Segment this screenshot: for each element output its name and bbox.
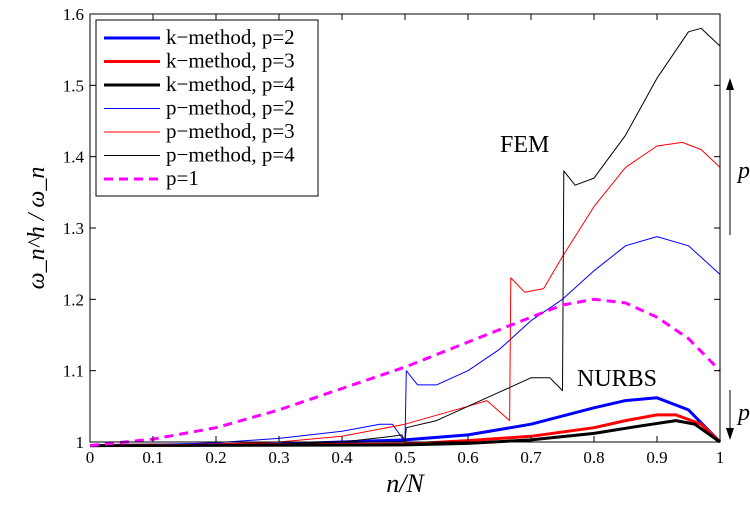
- legend-items: k−method, p=2k−method, p=3k−method, p=4p…: [104, 25, 295, 190]
- legend-label: p−method, p=3: [166, 119, 295, 143]
- x-tick-label: 0.1: [142, 448, 163, 467]
- p-decrease-arrow: [726, 390, 734, 440]
- x-tick-label: 0.3: [268, 448, 289, 467]
- x-tick-label: 0.5: [394, 448, 415, 467]
- legend-label: p−method, p=4: [166, 143, 295, 167]
- x-axis-label: n/N: [386, 469, 425, 498]
- x-tick-label: 0.8: [583, 448, 604, 467]
- legend-label: k−method, p=2: [166, 25, 295, 49]
- x-tick-label: 0.6: [457, 448, 478, 467]
- y-tick-label: 1.5: [63, 76, 84, 95]
- y-tick-label: 1.4: [63, 148, 85, 167]
- y-tick-label: 1.1: [63, 362, 84, 381]
- legend-label: p−method, p=2: [166, 96, 295, 120]
- y-tick-label: 1.6: [63, 5, 84, 24]
- p-increase-arrow: [726, 78, 734, 235]
- x-tick-label: 0.4: [331, 448, 353, 467]
- series-line-5: [89, 141, 721, 447]
- legend-label: p=1: [166, 166, 199, 190]
- legend-label: k−method, p=4: [166, 72, 295, 96]
- x-tick-label: 0.7: [520, 448, 542, 467]
- ticks-layer: 0 0.1 0.2 0.3 0.4 0.5 0.6 0.7 0.8 0.9 1 1 1.1 1.2 1.3 1…: [63, 5, 725, 467]
- x-tick-label: 1: [716, 448, 725, 467]
- annotation-nurbs: NURBS: [577, 366, 657, 392]
- y-tick-label: 1.2: [63, 290, 84, 309]
- series-line-7: [89, 297, 722, 448]
- y-tick-label: 1.3: [63, 219, 84, 238]
- y-tick-label: 1: [76, 433, 85, 452]
- legend-label: k−method, p=3: [166, 49, 295, 73]
- side-label-p-nurbs: p: [736, 400, 750, 426]
- x-tick-label: 0.9: [646, 448, 667, 467]
- y-axis-label: ω_n^h / ω_n: [24, 167, 50, 290]
- annotation-fem: FEM: [500, 132, 549, 158]
- legend: k−method, p=2k−method, p=3k−method, p=4p…: [95, 19, 319, 197]
- x-tick-label: 0.2: [205, 448, 226, 467]
- series-line-4: [89, 236, 721, 447]
- series-line-6: [89, 27, 721, 447]
- x-tick-label: 0: [86, 448, 95, 467]
- side-label-p-fem: p: [736, 158, 750, 184]
- series-line-3: [89, 419, 721, 448]
